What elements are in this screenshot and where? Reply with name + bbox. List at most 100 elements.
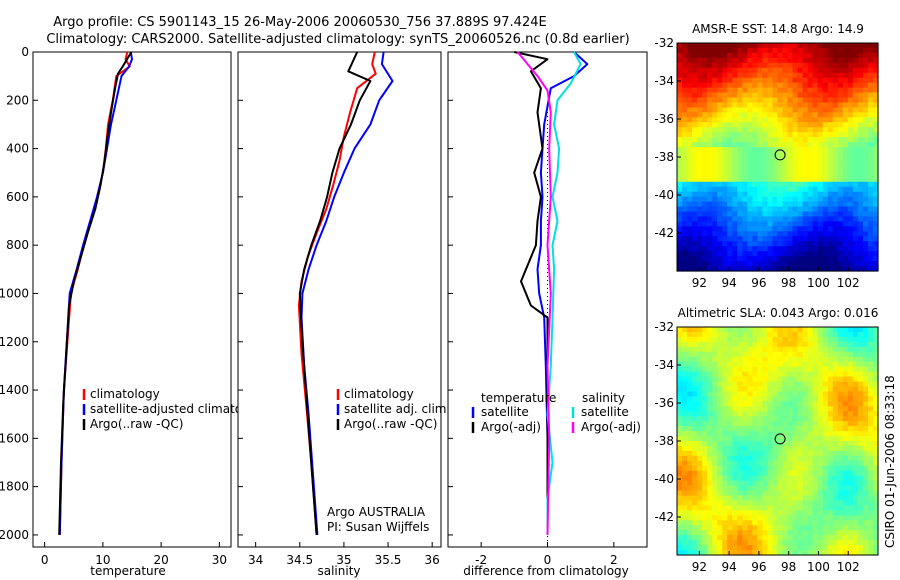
heatmap-cell — [677, 152, 683, 158]
heatmap-cell — [857, 336, 864, 343]
heatmap-cell — [707, 396, 713, 402]
heatmap-cell — [747, 455, 753, 462]
heatmap-cell — [787, 266, 794, 272]
heatmap-cell — [852, 475, 859, 482]
heatmap-cell — [817, 221, 824, 227]
heatmap-cell — [812, 530, 819, 536]
heatmap-cell — [817, 515, 824, 521]
heatmap-cell — [802, 97, 809, 104]
heatmap-cell — [677, 107, 683, 113]
heatmap-cell — [742, 157, 748, 163]
heatmap-cell — [717, 361, 723, 368]
heatmap-cell — [817, 361, 824, 368]
heatmap-cell — [682, 196, 688, 203]
heatmap-cell — [747, 196, 753, 203]
heatmap-cell — [712, 196, 718, 203]
heatmap-cell — [707, 102, 713, 109]
heatmap-cell — [837, 386, 844, 393]
heatmap-cell — [867, 550, 874, 556]
heatmap-cell — [862, 256, 869, 262]
heatmap-cell — [797, 431, 804, 437]
heatmap-cell — [872, 87, 879, 94]
heatmap-cell — [867, 525, 874, 531]
y-tick-label: 2000 — [0, 528, 29, 542]
heatmap-cell — [792, 465, 799, 472]
heatmap-cell — [737, 525, 743, 531]
heatmap-cell — [767, 72, 774, 79]
heatmap-cell — [827, 251, 834, 257]
heatmap-cell — [802, 256, 809, 262]
heatmap-cell — [722, 137, 728, 143]
heatmap-cell — [692, 376, 698, 383]
heatmap-cell — [792, 241, 799, 247]
heatmap-cell — [727, 127, 733, 133]
heatmap-cell — [737, 470, 743, 477]
heatmap-cell — [767, 166, 774, 173]
heatmap-cell — [822, 201, 829, 208]
heatmap-cell — [792, 520, 799, 526]
heatmap-cell — [767, 231, 774, 237]
heatmap-cell — [857, 216, 864, 223]
heatmap-cell — [722, 221, 728, 227]
heatmap-cell — [837, 246, 844, 252]
heatmap-cell — [757, 396, 764, 402]
heatmap-cell — [812, 191, 819, 198]
heatmap-cell — [867, 161, 874, 168]
heatmap-cell — [682, 490, 688, 497]
heatmap-cell — [757, 236, 764, 242]
heatmap-cell — [707, 455, 713, 462]
heatmap-cell — [822, 545, 829, 551]
heatmap-cell — [762, 545, 769, 551]
heatmap-cell — [837, 236, 844, 242]
heatmap-cell — [737, 540, 743, 546]
heatmap-cell — [862, 475, 869, 482]
heatmap-cell — [717, 52, 723, 59]
heatmap-cell — [852, 157, 859, 163]
heatmap-cell — [737, 515, 743, 521]
heatmap-cell — [797, 102, 804, 109]
heatmap-cell — [807, 161, 814, 168]
heatmap-cell — [677, 127, 683, 133]
heatmap-cell — [842, 142, 849, 148]
heatmap-cell — [822, 97, 829, 104]
heatmap-cell — [697, 376, 703, 383]
heatmap-cell — [762, 411, 769, 417]
heatmap-cell — [707, 176, 713, 183]
heatmap-cell — [787, 361, 794, 368]
heatmap-cell — [722, 535, 728, 541]
heatmap-cell — [777, 416, 784, 422]
heatmap-cell — [737, 43, 743, 49]
heatmap-cell — [867, 236, 874, 242]
heatmap-cell — [832, 226, 839, 232]
heatmap-cell — [822, 62, 829, 69]
heatmap-cell — [807, 102, 814, 109]
heatmap-cell — [677, 72, 683, 79]
heatmap-cell — [707, 361, 713, 368]
heatmap-cell — [842, 475, 849, 482]
heatmap-cell — [832, 421, 839, 427]
heatmap-cell — [677, 47, 683, 54]
heatmap-cell — [872, 436, 879, 442]
heatmap-cell — [792, 500, 799, 507]
heatmap-cell — [702, 142, 708, 148]
heatmap-cell — [692, 545, 698, 551]
heatmap-cell — [677, 416, 683, 422]
heatmap-cell — [832, 72, 839, 79]
heatmap-cell — [757, 102, 764, 109]
heatmap-cell — [802, 117, 809, 123]
heatmap-cell — [747, 371, 753, 378]
heatmap-cell — [677, 376, 683, 383]
heatmap-cell — [697, 72, 703, 79]
heatmap-cell — [702, 181, 708, 188]
heatmap-cell — [752, 226, 759, 232]
heatmap-cell — [702, 256, 708, 262]
heatmap-cell — [847, 181, 854, 188]
heatmap-cell — [777, 391, 784, 397]
heatmap-cell — [707, 166, 713, 173]
heatmap-cell — [812, 201, 819, 208]
heatmap-cell — [722, 132, 728, 138]
heatmap-cell — [737, 505, 743, 511]
heatmap-cell — [767, 157, 774, 163]
heatmap-cell — [677, 112, 683, 118]
heatmap-cell — [722, 520, 728, 526]
